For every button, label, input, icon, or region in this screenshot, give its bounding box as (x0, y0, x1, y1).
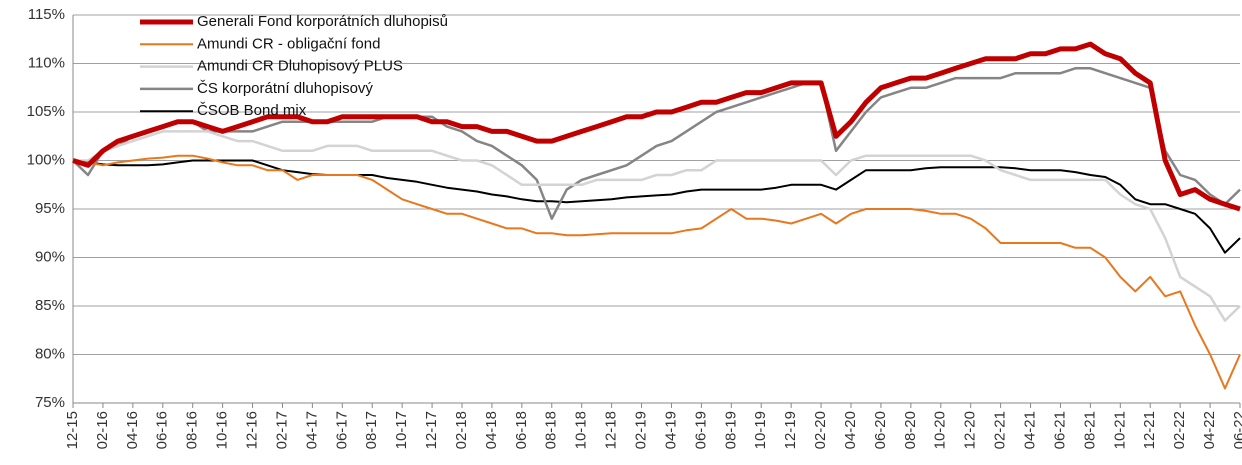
series-line (72, 159, 1241, 254)
x-tick-label: 12-21 (1141, 411, 1158, 449)
x-tick-label: 06-22 (1231, 411, 1242, 449)
x-tick-label: 02-20 (812, 411, 829, 449)
series-line (72, 67, 1241, 220)
y-tick-label: 115% (28, 6, 65, 23)
x-tick-label: 08-16 (184, 411, 201, 449)
x-tick-label: 02-21 (992, 411, 1009, 449)
y-tick-label: 100% (27, 151, 65, 168)
series-line (72, 154, 1241, 390)
y-tick-label: 80% (35, 345, 65, 362)
x-tick-label: 12-17 (423, 411, 440, 449)
x-tick-label: 06-16 (154, 411, 171, 449)
x-tick-label: 02-16 (94, 411, 111, 449)
x-tick-label: 04-21 (1022, 411, 1039, 449)
x-tick-label: 06-17 (333, 411, 350, 449)
x-tick-label: 12-19 (782, 411, 799, 449)
y-tick-label: 75% (35, 394, 65, 411)
y-tick-label: 105% (27, 103, 65, 120)
y-tick-label: 90% (35, 248, 65, 265)
legend-label: ČSOB Bond mix (197, 102, 307, 119)
x-tick-label: 10-20 (932, 411, 949, 449)
x-tick-label: 08-21 (1081, 411, 1098, 449)
series-line (73, 130, 1241, 322)
x-tick-label: 08-18 (543, 411, 560, 449)
x-tick-label: 02-22 (1171, 411, 1188, 449)
x-tick-label: 10-17 (393, 411, 410, 449)
x-tick-label: 06-18 (513, 411, 530, 449)
x-tick-label: 08-20 (902, 411, 919, 449)
x-tick-label: 04-19 (662, 411, 679, 449)
x-tick-label: 08-19 (722, 411, 739, 449)
x-tick-label: 02-17 (273, 411, 290, 449)
x-tick-label: 10-16 (214, 411, 231, 449)
x-tick-label: 12-20 (962, 411, 979, 449)
legend-label: Amundi CR - obligační fond (197, 35, 380, 52)
x-tick-label: 12-18 (603, 411, 620, 449)
legend-label: Generali Fond korporátních dluhopisů (197, 13, 448, 30)
x-tick-label: 12-16 (244, 411, 261, 449)
y-tick-label: 85% (35, 297, 65, 314)
legend: Generali Fond korporátních dluhopisů Amun… (140, 13, 448, 119)
legend-label: Amundi CR Dluhopisový PLUS (197, 58, 403, 75)
y-tick-label: 110% (28, 54, 65, 71)
x-tick-label: 06-19 (692, 411, 709, 449)
x-tick-label: 04-20 (842, 411, 859, 449)
x-tick-label: 12-15 (64, 411, 81, 449)
x-tick-label: 02-18 (453, 411, 470, 449)
x-tick-label: 10-19 (752, 411, 769, 449)
series-line (72, 41, 1241, 212)
x-tick-label: 08-17 (363, 411, 380, 449)
x-tick-label: 04-22 (1201, 411, 1218, 449)
x-tick-label: 02-19 (633, 411, 650, 449)
x-tick-label: 06-20 (872, 411, 889, 449)
x-tick-label: 10-21 (1111, 411, 1128, 449)
y-tick-label: 95% (35, 200, 65, 217)
x-tick-label: 04-17 (303, 411, 320, 449)
x-tick-label: 10-18 (573, 411, 590, 449)
x-tick-label: 04-18 (483, 411, 500, 449)
x-tick-label: 04-16 (124, 411, 141, 449)
x-tick-label: 06-21 (1051, 411, 1068, 449)
legend-label: ČS korporátní dluhopisový (197, 80, 373, 97)
